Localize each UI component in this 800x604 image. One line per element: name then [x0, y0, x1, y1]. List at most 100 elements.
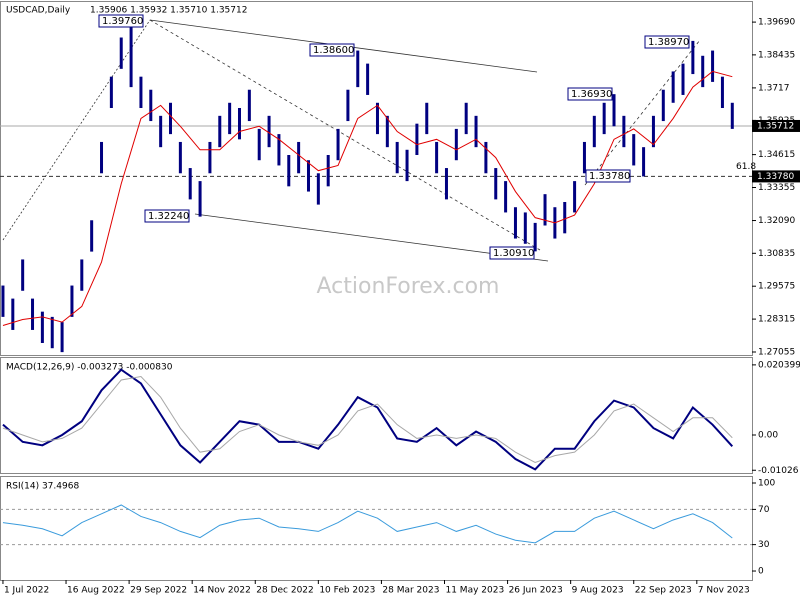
annotation-box: [98, 14, 144, 28]
x-tick-label: 29 Sep 2022: [130, 586, 187, 596]
price-bar: [632, 134, 636, 166]
annotation-box: [144, 209, 190, 223]
x-tick-label: 26 Jun 2023: [509, 586, 563, 596]
price-bar: [395, 141, 399, 174]
price-bar: [277, 134, 281, 166]
price-bar: [100, 141, 104, 174]
price-bar: [90, 220, 94, 252]
price-bar: [494, 168, 498, 200]
price-bar: [356, 50, 360, 88]
y-tick-label: 30: [758, 540, 770, 550]
price-bar: [247, 89, 251, 122]
price-bar: [523, 212, 527, 244]
chart-title: USDCAD,Daily: [6, 6, 71, 16]
watermark: ActionForex.com: [317, 274, 500, 299]
y-tick-label: 1.32090: [758, 216, 795, 226]
price-bar: [11, 298, 15, 330]
price-bar: [21, 259, 25, 291]
price-bar: [543, 194, 547, 226]
price-bar: [267, 115, 271, 148]
current-price-box: [752, 119, 800, 132]
y-tick-label: 1.33355: [758, 183, 795, 193]
y-tick-label: 70: [758, 505, 770, 515]
y-tick-label: 0.00: [758, 430, 778, 440]
price-bar: [612, 94, 616, 127]
price-bar: [237, 108, 241, 140]
price-bar: [159, 115, 163, 148]
price-bar: [405, 149, 409, 182]
price-bar: [720, 76, 724, 109]
price-bar: [661, 89, 665, 122]
price-bar: [464, 102, 468, 135]
annotation: 1.38970: [648, 37, 689, 48]
price-bar: [208, 141, 212, 174]
macd-title: MACD(12,26,9) -0.003273 -0.000830: [6, 363, 173, 373]
price-bar: [435, 141, 439, 174]
x-tick-label: 22 Sep 2023: [635, 586, 692, 596]
price-bar: [346, 89, 350, 122]
price-bar: [1, 285, 5, 317]
indicator-line: [2, 504, 733, 544]
price-bar: [425, 102, 429, 135]
price-bar: [444, 168, 448, 200]
x-tick-label: 1 Jul 2022: [4, 586, 49, 596]
price-bar: [385, 115, 389, 148]
y-tick-label: 100: [758, 478, 775, 488]
price-bar: [642, 147, 646, 177]
price-bar: [178, 141, 182, 174]
price-bar: [454, 128, 458, 161]
y-tick-label: 0.020399: [758, 360, 800, 370]
price-bar: [563, 201, 567, 234]
price-bar: [701, 55, 705, 88]
x-tick-label: 9 Aug 2023: [572, 586, 624, 596]
price-bar: [592, 115, 596, 148]
annotation-box: [309, 43, 355, 57]
price-bar: [129, 20, 133, 88]
rsi-title: RSI(14) 37.4968: [6, 482, 79, 492]
x-tick-label: 10 Feb 2023: [319, 586, 375, 596]
price-bar: [504, 181, 508, 213]
annotation: 1.30910: [493, 248, 534, 259]
annotation: 1.39760: [102, 16, 143, 27]
price-bar: [198, 181, 202, 217]
price-bar: [50, 316, 54, 349]
price-bar: [336, 128, 340, 161]
annotation-box: [567, 87, 613, 101]
price-bar: [366, 63, 370, 95]
price-bar: [691, 40, 695, 75]
price-bar: [257, 128, 261, 161]
annotation: 1.36930: [571, 89, 612, 100]
price-bar: [730, 102, 734, 129]
price-bar: [415, 123, 419, 156]
trend-line: [2, 19, 151, 241]
fib-axis-label: 1.33780: [757, 172, 794, 182]
moving-average: [2, 70, 733, 326]
price-bar: [622, 115, 626, 148]
price-bar: [671, 71, 675, 103]
y-tick-label: 1.28315: [758, 315, 795, 325]
price-bar: [31, 298, 35, 330]
fib-axis-box: [752, 170, 800, 183]
price-bar: [119, 37, 123, 69]
price-bar: [149, 89, 153, 122]
y-tick-label: 1.29575: [758, 282, 795, 292]
price-bar: [533, 222, 537, 252]
price-bar: [711, 50, 715, 82]
x-tick-label: 28 Mar 2023: [382, 586, 439, 596]
price-bar: [681, 63, 685, 95]
annotation-box: [644, 35, 690, 49]
y-tick-label: -0.01026: [758, 466, 799, 476]
price-bar: [40, 311, 44, 343]
annotation: 1.38600: [313, 45, 354, 56]
price-bar: [306, 160, 310, 192]
indicator-line: [2, 376, 733, 464]
rsi-panel-frame: [0, 476, 753, 581]
x-tick-label: 11 May 2023: [445, 586, 504, 596]
indicator-line: [2, 368, 734, 471]
price-bar: [287, 155, 291, 187]
price-bar: [513, 207, 517, 239]
x-tick-label: 7 Nov 2023: [698, 586, 750, 596]
channel-line: [194, 213, 549, 262]
